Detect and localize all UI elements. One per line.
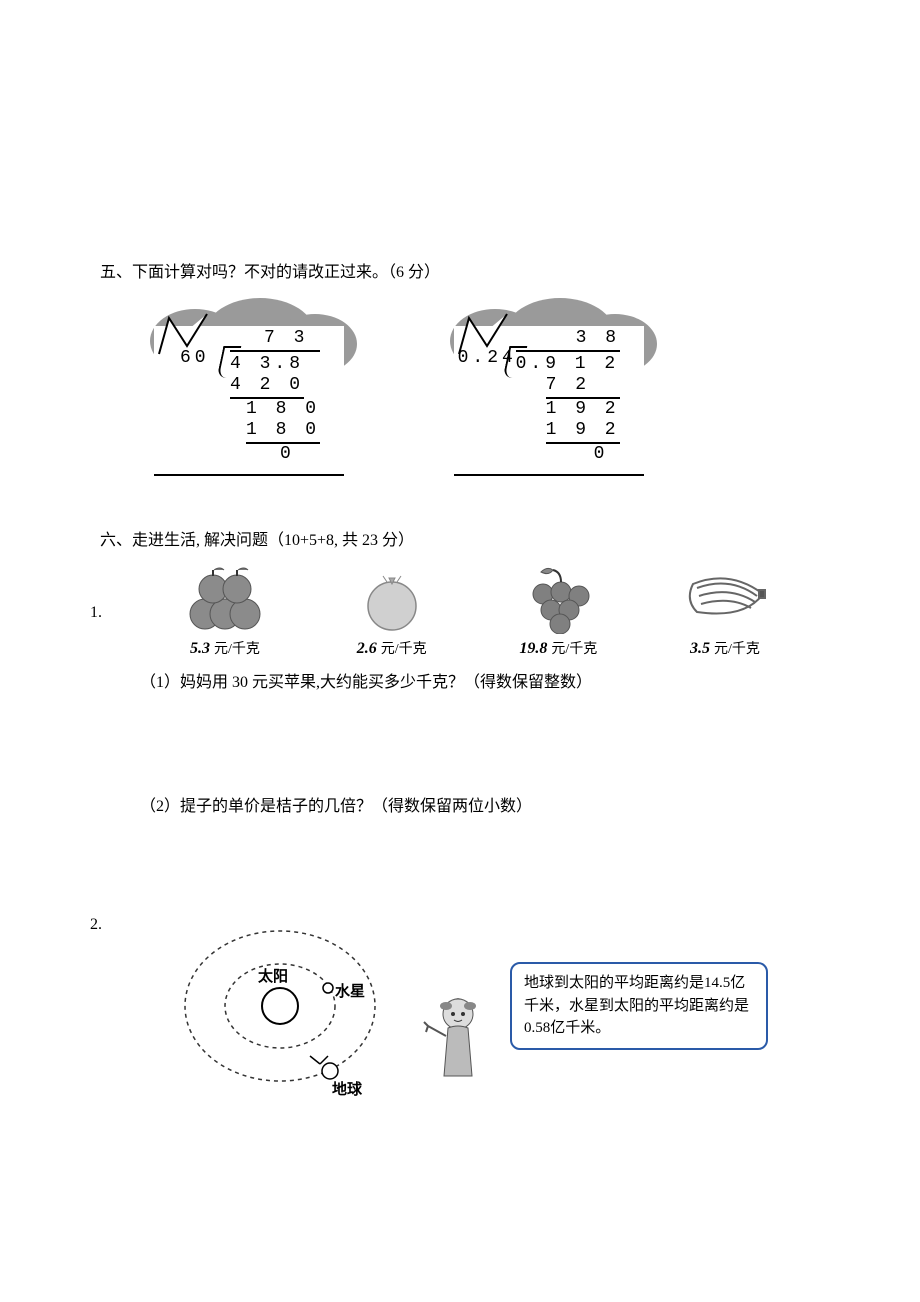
q1-number: 1. (90, 604, 102, 622)
question-2: 2. 太阳 水星 地球 (100, 916, 820, 1096)
q2-number: 2. (90, 916, 102, 934)
step-2-0: 7 2 (546, 375, 620, 399)
worksheet-page: 五、下面计算对吗？不对的请改正过来。（6 分） 7 3 60 4 3.8 4 2… (0, 0, 920, 1156)
dividend-1: 4 3.8 (230, 350, 320, 376)
section5-title: 五、下面计算对吗？不对的请改正过来。（6 分） (100, 258, 820, 282)
divisor-1: 60 (180, 348, 210, 370)
speech-text: 地球到太阳的平均距离约是14.5亿千米，水星到太阳的平均距离约是0.58亿千米。 (524, 975, 749, 1036)
quotient-1: 7 3 (230, 328, 320, 350)
price-row: 5.3 元/千克 2.6 元/千克 19.8 元/千克 3.5 元/千克 (150, 638, 800, 658)
step-2-1: 1 9 2 (516, 399, 620, 421)
q1-sub2: （2）提子的单价是桔子的几倍？（得数保留两位小数） (140, 792, 820, 816)
label-mercury: 水星 (335, 982, 365, 1000)
solar-diagram-icon: 太阳 水星 地球 (180, 916, 400, 1096)
label-sun: 太阳 (258, 967, 288, 985)
fruit-orange (317, 564, 467, 634)
step-1-1: 1 8 0 (230, 399, 320, 421)
longdiv-box-1: 7 3 60 4 3.8 4 2 0 1 8 0 1 8 0 0 (140, 296, 360, 486)
quotient-2: 3 8 (516, 328, 620, 350)
question-1: 1. (100, 564, 820, 816)
orange-icon (357, 564, 427, 634)
dividend-2: 0.9 1 2 (516, 350, 620, 376)
longdiv-paper-1: 7 3 60 4 3.8 4 2 0 1 8 0 1 8 0 0 (154, 326, 344, 476)
banana-icon (675, 564, 775, 634)
price-grape: 19.8 元/千克 (483, 638, 633, 658)
solar-row: 太阳 水星 地球 地球到太阳的平均距离约是14.5亿千米，水星到太阳的平均距离约… (180, 916, 820, 1096)
longdiv-box-2: 3 8 0.24 0.9 1 2 7 2 1 9 2 1 9 2 0 (440, 296, 660, 486)
step-1-2: 1 8 0 (246, 420, 320, 444)
fruit-apple (150, 564, 300, 634)
fruits-row (150, 564, 800, 634)
step-2-2: 1 9 2 (546, 420, 620, 444)
apple-icon (180, 564, 270, 634)
label-earth: 地球 (332, 1080, 363, 1096)
fruit-grape (483, 564, 633, 634)
price-banana: 3.5 元/千克 (650, 638, 800, 658)
price-apple: 5.3 元/千克 (150, 638, 300, 658)
fruit-banana (650, 564, 800, 634)
speech-bubble: 地球到太阳的平均距离约是14.5亿千米，水星到太阳的平均距离约是0.58亿千米。 (510, 962, 768, 1050)
step-2-3: 0 (594, 444, 609, 464)
price-orange: 2.6 元/千克 (317, 638, 467, 658)
grape-icon (513, 564, 603, 634)
teacher-icon (420, 986, 490, 1096)
longdiv-paper-2: 3 8 0.24 0.9 1 2 7 2 1 9 2 1 9 2 0 (454, 326, 644, 476)
section6-title: 六、走进生活, 解决问题（10+5+8, 共 23 分） (100, 526, 820, 550)
q1-sub1: （1）妈妈用 30 元买苹果,大约能买多少千克？（得数保留整数） (140, 668, 820, 692)
step-1-0: 4 2 0 (230, 375, 304, 399)
step-1-3: 0 (280, 444, 295, 464)
longdiv-row: 7 3 60 4 3.8 4 2 0 1 8 0 1 8 0 0 (140, 296, 820, 486)
